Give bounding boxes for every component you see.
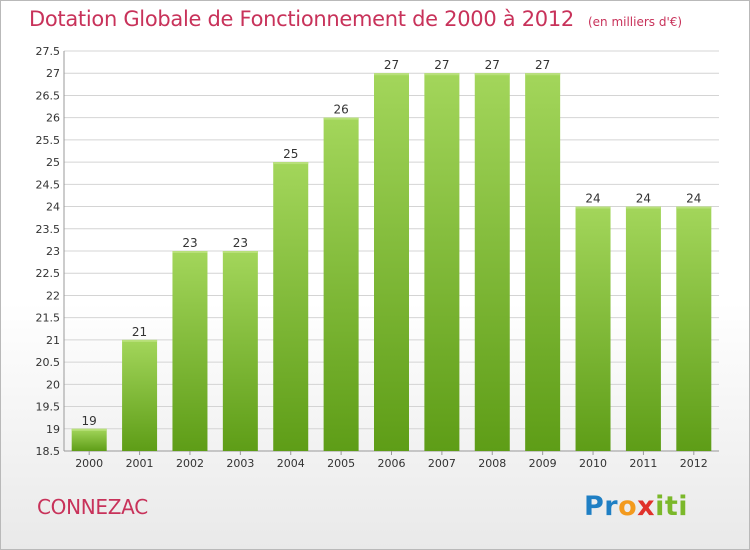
bar-2012 [676, 206, 712, 451]
bar-top-highlight [122, 339, 158, 342]
bar-2007 [424, 73, 460, 451]
data-label-2001: 21 [132, 325, 147, 339]
y-tick-label: 19 [46, 423, 60, 436]
bar-top-highlight [374, 73, 409, 76]
place-name: CONNEZAC [37, 495, 148, 519]
logo-part-4: iti [655, 491, 689, 522]
x-tick-label-2008: 2008 [478, 457, 506, 470]
x-tick-label-2003: 2003 [226, 457, 254, 470]
y-tick-label: 21 [46, 334, 60, 347]
data-label-2004: 25 [283, 147, 298, 161]
bar-top-highlight [676, 206, 712, 209]
x-tick-label-2005: 2005 [327, 457, 355, 470]
y-tick-label: 20.5 [36, 356, 61, 369]
y-tick-label: 23.5 [36, 223, 61, 236]
y-tick-label: 27.5 [36, 45, 61, 58]
bar-2000 [71, 428, 107, 451]
bar-top-highlight [625, 206, 661, 209]
data-label-2005: 26 [333, 103, 348, 117]
x-tick-label-2007: 2007 [428, 457, 456, 470]
bar-top-highlight [575, 206, 611, 209]
y-tick-label: 26.5 [36, 89, 61, 102]
y-tick-label: 24.5 [36, 178, 61, 191]
bar-top-highlight [273, 162, 309, 165]
bar-top-highlight [323, 117, 359, 120]
logo-part-1: Pr [584, 491, 619, 522]
bar-2004 [273, 162, 309, 451]
y-tick-label: 22 [46, 289, 60, 302]
data-label-2012: 24 [686, 192, 701, 206]
bar-2005 [323, 117, 359, 452]
chart-unit: (en milliers d'€) [587, 15, 683, 29]
chart-title-text: Dotation Globale de Fonctionnement de 20… [29, 7, 574, 31]
data-label-2006: 27 [384, 58, 399, 72]
bar-2001 [122, 339, 158, 451]
data-label-2010: 24 [585, 192, 600, 206]
x-tick-label-2010: 2010 [579, 457, 607, 470]
bar-2006 [374, 73, 409, 451]
logo-part-3: x [637, 491, 656, 522]
proxiti-logo: Proxiti [584, 491, 688, 522]
data-label-2011: 24 [636, 192, 651, 206]
data-label-2008: 27 [485, 58, 500, 72]
data-label-2003: 23 [233, 236, 248, 250]
x-tick-label-2001: 2001 [126, 457, 154, 470]
y-tick-label: 23 [46, 245, 60, 258]
bar-2003 [222, 251, 258, 451]
x-tick-label-2004: 2004 [277, 457, 305, 470]
bar-2008 [474, 73, 510, 451]
data-label-2000: 19 [82, 414, 97, 428]
y-tick-label: 19.5 [36, 401, 61, 414]
bar-2009 [525, 73, 561, 451]
y-tick-label: 21.5 [36, 312, 61, 325]
bar-top-highlight [424, 73, 460, 76]
data-label-2002: 23 [182, 236, 197, 250]
data-label-2009: 27 [535, 58, 550, 72]
bar-top-highlight [172, 251, 208, 253]
y-tick-label: 25.5 [36, 134, 61, 147]
x-tick-label-2000: 2000 [75, 457, 103, 470]
bar-2002 [172, 251, 208, 451]
x-tick-label-2006: 2006 [378, 457, 406, 470]
y-tick-label: 25 [46, 156, 60, 169]
bar-top-highlight [222, 251, 258, 253]
x-tick-label-2009: 2009 [529, 457, 557, 470]
y-tick-label: 27 [46, 67, 60, 80]
y-tick-label: 22.5 [36, 267, 61, 280]
y-tick-label: 24 [46, 201, 60, 214]
bar-top-highlight [525, 73, 561, 76]
x-tick-label-2002: 2002 [176, 457, 204, 470]
y-tick-label: 18.5 [36, 445, 61, 458]
bar-2011 [625, 206, 661, 451]
x-tick-label-2011: 2011 [629, 457, 657, 470]
y-tick-label: 26 [46, 112, 60, 125]
y-tick-label: 20 [46, 378, 60, 391]
chart-title: Dotation Globale de Fonctionnement de 20… [29, 7, 682, 31]
bar-2010 [575, 206, 611, 451]
x-tick-label-2012: 2012 [680, 457, 708, 470]
bar-top-highlight [71, 428, 107, 431]
bar-top-highlight [474, 73, 510, 76]
data-label-2007: 27 [434, 58, 449, 72]
logo-part-2: o [618, 491, 638, 522]
